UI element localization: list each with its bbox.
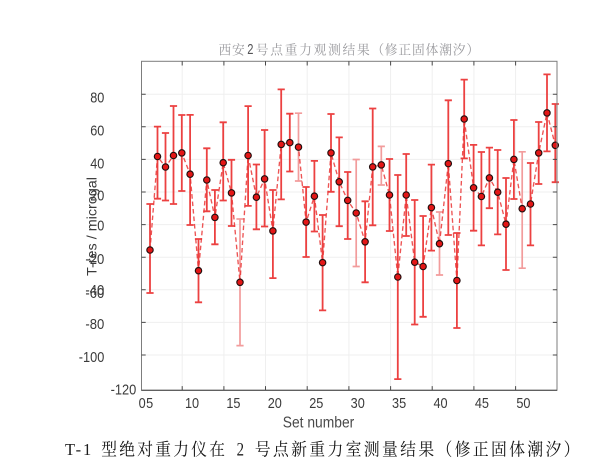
svg-text:80: 80 (90, 91, 104, 107)
svg-text:2: 2 (247, 42, 253, 58)
svg-text:40: 40 (90, 156, 104, 172)
svg-text:0: 0 (97, 218, 104, 234)
svg-text:50: 50 (516, 396, 530, 412)
svg-text:60: 60 (90, 124, 104, 140)
svg-text:-100: -100 (79, 350, 105, 366)
svg-text:30: 30 (351, 396, 365, 412)
svg-text:25: 25 (309, 396, 323, 412)
svg-text:-60: -60 (85, 286, 104, 302)
svg-text:T-1: T-1 (65, 440, 93, 459)
svg-text:2: 2 (237, 440, 244, 460)
svg-text:-80: -80 (85, 317, 104, 333)
svg-text:15: 15 (226, 396, 240, 412)
svg-text:0: 0 (139, 396, 146, 412)
svg-text:20: 20 (90, 189, 104, 205)
svg-text:-20: -20 (85, 252, 104, 268)
svg-text:10: 10 (185, 396, 199, 412)
svg-text:45: 45 (475, 396, 489, 412)
svg-text:20: 20 (268, 396, 282, 412)
svg-text:T-res / microgal: T-res / microgal (83, 177, 99, 276)
svg-text:Set number: Set number (283, 415, 355, 432)
svg-text:5: 5 (146, 396, 153, 412)
svg-text:-40: -40 (85, 283, 104, 299)
svg-text:35: 35 (392, 396, 406, 412)
svg-text:-120: -120 (111, 383, 137, 399)
svg-text:40: 40 (433, 396, 447, 412)
